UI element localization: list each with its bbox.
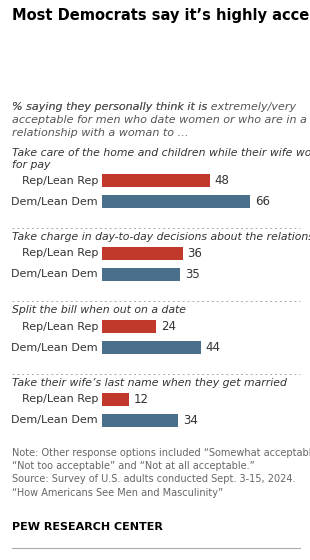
Text: Take care of the home and children while their wife works
for pay: Take care of the home and children while…	[12, 148, 310, 170]
Bar	[102, 414, 178, 427]
Bar	[102, 195, 250, 208]
Bar	[102, 247, 183, 260]
Text: Dem/Lean Dem: Dem/Lean Dem	[11, 197, 98, 207]
Text: Rep/Lean Rep: Rep/Lean Rep	[22, 394, 98, 404]
Text: 12: 12	[134, 393, 149, 406]
Text: 66: 66	[255, 195, 270, 208]
Bar	[102, 393, 129, 406]
Text: Split the bill when out on a date: Split the bill when out on a date	[12, 305, 186, 315]
Text: % saying they personally think it is: % saying they personally think it is	[12, 102, 211, 112]
Text: Rep/Lean Rep: Rep/Lean Rep	[22, 249, 98, 259]
Text: % saying they personally think it is extremely/very
acceptable for men who date : % saying they personally think it is ext…	[12, 102, 307, 138]
Text: PEW RESEARCH CENTER: PEW RESEARCH CENTER	[12, 522, 163, 532]
Text: 35: 35	[185, 268, 200, 281]
Bar	[102, 320, 156, 333]
Bar	[102, 268, 180, 281]
Text: Take their wife’s last name when they get married: Take their wife’s last name when they ge…	[12, 378, 287, 388]
Text: Note: Other response options included “Somewhat acceptable,”
“Not too acceptable: Note: Other response options included “S…	[12, 448, 310, 498]
Text: 24: 24	[161, 320, 176, 333]
Text: 36: 36	[188, 247, 202, 260]
Text: Most Democrats say it’s highly acceptable for a man to focus on home and kids wh: Most Democrats say it’s highly acceptabl…	[12, 8, 310, 23]
Text: Dem/Lean Dem: Dem/Lean Dem	[11, 416, 98, 426]
Text: Dem/Lean Dem: Dem/Lean Dem	[11, 269, 98, 279]
Text: Dem/Lean Dem: Dem/Lean Dem	[11, 343, 98, 352]
Text: 34: 34	[183, 414, 198, 427]
Text: Rep/Lean Rep: Rep/Lean Rep	[22, 321, 98, 332]
Text: 48: 48	[215, 174, 229, 187]
Text: Rep/Lean Rep: Rep/Lean Rep	[22, 175, 98, 185]
Bar	[102, 341, 201, 354]
Text: 44: 44	[206, 341, 220, 354]
Bar	[102, 174, 210, 187]
Text: Take charge in day-to-day decisions about the relationship: Take charge in day-to-day decisions abou…	[12, 232, 310, 242]
